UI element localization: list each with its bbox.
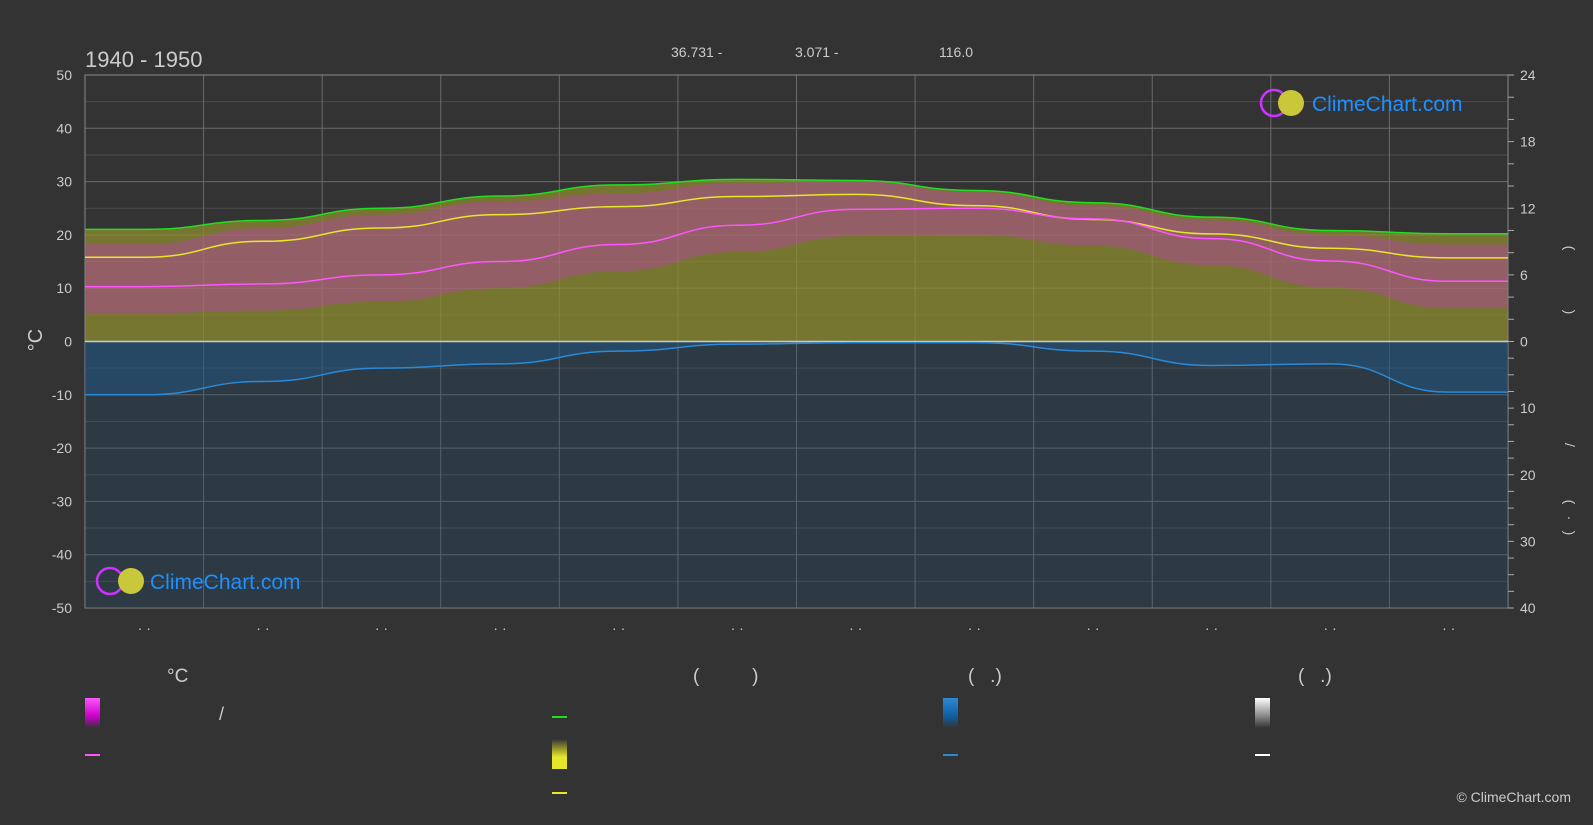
left-tick-label: 10 xyxy=(56,280,72,296)
legend-header-temperature: °C xyxy=(167,666,189,687)
data-fills xyxy=(85,179,1508,608)
legend-swatch-daylight xyxy=(552,716,567,718)
right-axis-bottom-slash: / xyxy=(1562,443,1578,447)
legend-slash: / xyxy=(219,704,225,724)
legend-swatch-snow xyxy=(1255,698,1270,728)
left-tick-label: 0 xyxy=(64,334,72,350)
legend-swatch-rain-line xyxy=(943,754,958,756)
copyright: © ClimeChart.com xyxy=(1456,789,1571,805)
chart-title: 1940 - 1950 xyxy=(85,47,202,72)
left-tick-label: 20 xyxy=(56,227,72,243)
latitude-label: 36.731 - xyxy=(671,44,723,60)
precipitation-area xyxy=(85,341,1508,395)
right-tick-label: 24 xyxy=(1520,67,1536,83)
max-temp-line xyxy=(85,193,1508,259)
right-tick-label: 18 xyxy=(1520,134,1536,150)
left-tick-label: -20 xyxy=(52,440,72,456)
left-tick-label: -30 xyxy=(52,493,72,509)
right-tick-label: 10 xyxy=(1520,400,1536,416)
x-tick-label: · · xyxy=(731,620,744,636)
right-axis-top-paren-open: ( xyxy=(1562,246,1578,251)
left-tick-label: -40 xyxy=(52,547,72,563)
logo-bottom[interactable]: ClimeChart.com xyxy=(95,566,301,596)
logo-sun-icon xyxy=(118,568,144,594)
right-tick-label: 12 xyxy=(1520,200,1536,216)
right-axis-bottom-paren-close: ) xyxy=(1562,531,1578,536)
right-axis-bottom-paren-open: ( xyxy=(1562,500,1578,505)
x-tick-label: · · xyxy=(256,620,269,636)
legend-swatch-temp-range xyxy=(85,698,100,728)
x-tick-label: · · xyxy=(968,620,981,636)
left-tick-label: -50 xyxy=(52,600,72,616)
x-tick-label: · · xyxy=(612,620,625,636)
x-tick-label: · · xyxy=(1324,620,1337,636)
right-tick-label: 40 xyxy=(1520,600,1536,616)
right-tick-label: 0 xyxy=(1520,334,1528,350)
right-tick-label: 30 xyxy=(1520,533,1536,549)
legend-swatch-mean-temp xyxy=(85,754,100,756)
sunshine-area xyxy=(85,179,1508,342)
legend-swatch-sunshine-line xyxy=(552,792,567,794)
precipitation-line xyxy=(85,341,1509,396)
x-tick-label: · · xyxy=(375,620,388,636)
precipitation-shade xyxy=(85,341,1508,608)
legend-header-snow: ( .) xyxy=(1298,666,1332,687)
x-tick-label: · · xyxy=(1442,620,1455,636)
daylight-line xyxy=(84,178,1509,235)
longitude-label: 3.071 - xyxy=(795,44,839,60)
logo-top-text: ClimeChart.com xyxy=(1312,93,1463,116)
legend-swatch-snow-line xyxy=(1255,754,1270,756)
x-tick-label: · · xyxy=(138,620,151,636)
temperature-range-area xyxy=(85,181,1508,314)
left-tick-label: 40 xyxy=(56,120,72,136)
left-axis-label: °C xyxy=(25,329,47,351)
left-tick-label: 50 xyxy=(56,67,72,83)
logo-bottom-text: ClimeChart.com xyxy=(150,571,301,594)
right-axis-bottom-dot: · xyxy=(1562,516,1578,521)
right-axis-top-paren-close: ) xyxy=(1562,310,1578,315)
logo-sun-icon xyxy=(1278,90,1304,116)
x-tick-label: · · xyxy=(849,620,862,636)
x-tick-label: · · xyxy=(1205,620,1218,636)
axis-ticks: 50 40 30 20 10 0 -10 -20 -30 -40 -50 24 18 12 6 0 10 20 30… xyxy=(52,67,1536,636)
elevation-label: 116.0 xyxy=(939,44,973,60)
right-tick-label: 6 xyxy=(1520,267,1528,283)
legend-header-rain: ( .) xyxy=(968,666,1002,687)
left-tick-label: 30 xyxy=(56,174,72,190)
legend-swatch-rain xyxy=(943,698,958,728)
legend-swatch-sunshine xyxy=(552,739,567,769)
right-tick-label: 20 xyxy=(1520,467,1536,483)
x-tick-label: · · xyxy=(493,620,506,636)
x-tick-label: · · xyxy=(1086,620,1099,636)
left-tick-label: -10 xyxy=(52,387,72,403)
mean-temp-line xyxy=(84,207,1508,288)
logo-top[interactable]: ClimeChart.com xyxy=(1259,88,1463,118)
data-lines xyxy=(84,178,1509,396)
legend-header-sun: ( ) xyxy=(693,666,759,687)
